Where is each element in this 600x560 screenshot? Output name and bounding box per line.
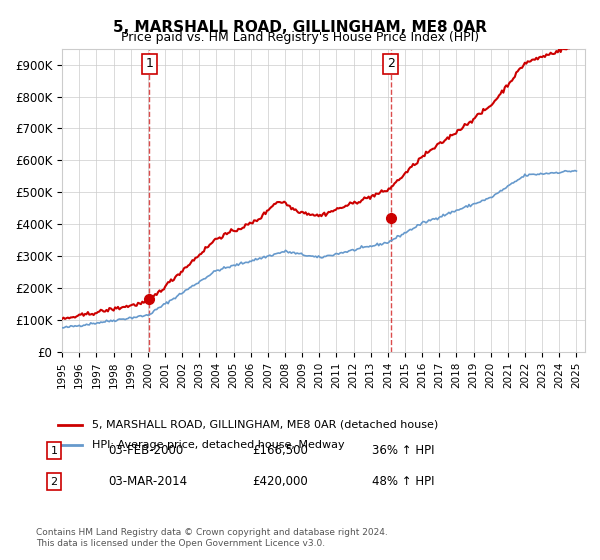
Text: 5, MARSHALL ROAD, GILLINGHAM, ME8 0AR (detached house): 5, MARSHALL ROAD, GILLINGHAM, ME8 0AR (d…: [92, 420, 439, 430]
Text: 1: 1: [50, 446, 58, 456]
Text: HPI: Average price, detached house, Medway: HPI: Average price, detached house, Medw…: [92, 440, 345, 450]
Text: 03-FEB-2000: 03-FEB-2000: [108, 444, 183, 458]
Text: 48% ↑ HPI: 48% ↑ HPI: [372, 475, 434, 488]
Text: 5, MARSHALL ROAD, GILLINGHAM, ME8 0AR: 5, MARSHALL ROAD, GILLINGHAM, ME8 0AR: [113, 20, 487, 35]
Text: 2: 2: [50, 477, 58, 487]
Text: 2: 2: [387, 57, 395, 70]
Text: Contains HM Land Registry data © Crown copyright and database right 2024.
This d: Contains HM Land Registry data © Crown c…: [36, 528, 388, 548]
Text: 36% ↑ HPI: 36% ↑ HPI: [372, 444, 434, 458]
Text: £420,000: £420,000: [252, 475, 308, 488]
Text: £166,500: £166,500: [252, 444, 308, 458]
Text: Price paid vs. HM Land Registry's House Price Index (HPI): Price paid vs. HM Land Registry's House …: [121, 31, 479, 44]
Text: 1: 1: [145, 57, 153, 70]
Text: 03-MAR-2014: 03-MAR-2014: [108, 475, 187, 488]
